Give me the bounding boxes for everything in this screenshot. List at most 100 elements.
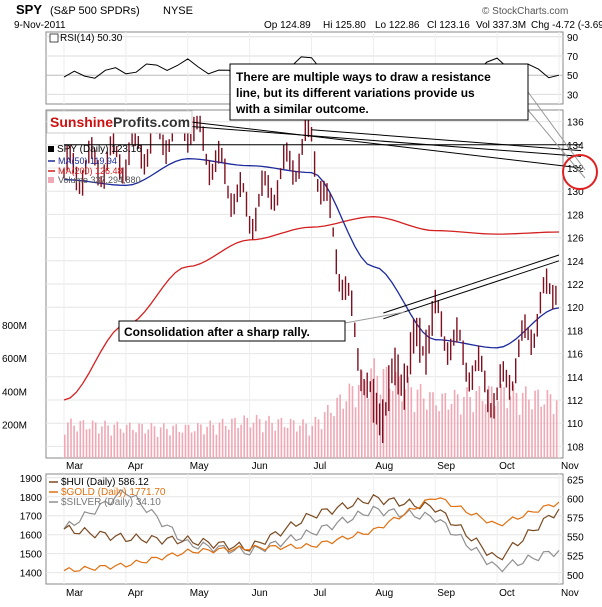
volume-bar: [391, 390, 394, 458]
volume-bar: [367, 398, 369, 458]
volume-bar: [481, 400, 484, 458]
price-tick-118: 118: [567, 326, 583, 337]
volume-bar: [144, 433, 146, 458]
volume-bar: [410, 387, 413, 458]
volume-bar: [426, 409, 428, 458]
volume-bar: [246, 418, 249, 458]
volume-bar: [429, 392, 431, 458]
brand-part-2: Profits.com: [113, 114, 190, 130]
volume-bar: [385, 366, 388, 458]
volume-bar: [141, 424, 143, 458]
volume-bar: [323, 412, 326, 458]
price-tick-124: 124: [567, 257, 584, 268]
volume-bar: [237, 427, 239, 458]
volume-bar: [552, 414, 555, 458]
support-line-1: [383, 260, 560, 320]
volume-bar: [113, 424, 116, 458]
volume-bar: [125, 424, 128, 458]
volume-bar: [132, 430, 134, 458]
commodity-right-tick-600: 600: [567, 494, 584, 505]
price-tick-110: 110: [567, 419, 583, 430]
volume-bar: [435, 405, 437, 458]
price-month-Apr: Apr: [128, 461, 144, 472]
volume-bar: [271, 422, 273, 458]
volume-bar: [98, 433, 100, 458]
volume-bar: [540, 406, 542, 458]
volume-bar: [299, 425, 301, 458]
volume-bar: [453, 389, 456, 458]
volume-bar: [172, 425, 174, 458]
spy-legend-swatch: [48, 146, 54, 152]
price-month-Sep: Sep: [437, 461, 455, 472]
volume-bar: [249, 427, 252, 458]
volume-bar: [147, 429, 150, 458]
consolidation-annotation: Consolidation after a sharp rally.: [118, 311, 406, 342]
commodity-right-tick-550: 550: [567, 533, 584, 544]
rsi-label: RSI(14) 50.30: [60, 33, 123, 44]
commodity-month-May: May: [190, 588, 209, 599]
volume-bar: [441, 393, 443, 458]
consolidation-annotation-box: [118, 320, 346, 342]
commodity-left-tick-1500: 1500: [20, 550, 43, 561]
price-tick-134: 134: [567, 141, 584, 152]
volume-bar: [416, 389, 419, 458]
price-legend: SPY (Daily) 123.16 MA(50) 119.94 MA(200)…: [48, 144, 142, 185]
volume-bar: [478, 386, 481, 458]
volume-bar: [305, 423, 307, 458]
commodity-legend: $HUI (Daily) 586.12 $GOLD (Daily) 1771.7…: [49, 477, 166, 508]
price-tick-126: 126: [567, 234, 584, 245]
commodity-left-tick-1900: 1900: [20, 474, 43, 485]
volume-bar: [521, 392, 524, 458]
volume-bar: [197, 423, 199, 458]
volume-bar: [252, 422, 255, 458]
volume-bar: [153, 426, 156, 458]
volume-bar: [265, 420, 267, 458]
volume-bar: [469, 397, 471, 458]
commodity-month-Jul: Jul: [314, 588, 327, 599]
moving-average-layer: [63, 158, 560, 401]
volume-bar: [432, 392, 434, 458]
rsi-tick-90: 90: [567, 33, 579, 44]
volume-bar: [320, 429, 323, 458]
volume-bar: [178, 431, 181, 458]
volume-bar: [422, 398, 425, 458]
volume-bar: [94, 422, 97, 458]
volume-bar: [85, 429, 88, 458]
commodity-month-Oct: Oct: [499, 588, 515, 599]
volume-bar: [308, 435, 310, 458]
volume-bar: [302, 419, 304, 458]
volume-bar: [221, 418, 224, 458]
high-value: Hi 125.80: [323, 20, 366, 31]
close-value: Cl 123.16: [427, 20, 470, 31]
volume-bar: [289, 418, 292, 458]
volume-bar: [490, 386, 493, 458]
volume-bar: [515, 392, 518, 458]
price-month-Jul: Jul: [314, 461, 327, 472]
volume-bar: [262, 432, 264, 458]
ma200-line: [63, 216, 560, 401]
volume-value: Vol 337.3M: [476, 20, 526, 31]
silver-legend: $SILVER (Daily) 34.10: [61, 497, 161, 508]
volume-bar: [150, 423, 153, 458]
volume-tick-400M: 400M: [2, 387, 27, 398]
volume-bar: [354, 407, 357, 458]
commodity-month-Aug: Aug: [375, 588, 393, 599]
volume-tick-600M: 600M: [2, 354, 27, 365]
open-value: Op 124.89: [264, 20, 311, 31]
volume-bar: [268, 415, 270, 458]
volume-bar: [348, 383, 351, 458]
volume-bar: [64, 434, 66, 458]
volume-bar: [228, 429, 230, 458]
volume-bar: [373, 358, 375, 458]
volume-bar: [472, 412, 474, 458]
commodity-month-Jun: Jun: [252, 588, 268, 599]
brand-box: [46, 110, 193, 134]
commodity-month-Apr: Apr: [128, 588, 144, 599]
gold-line: [63, 497, 560, 573]
volume-bar: [234, 417, 236, 458]
commodity-month-Nov: Nov: [561, 588, 579, 599]
volume-bar: [129, 422, 131, 458]
volume-bar: [292, 420, 295, 458]
price-month-Nov: Nov: [561, 461, 579, 472]
